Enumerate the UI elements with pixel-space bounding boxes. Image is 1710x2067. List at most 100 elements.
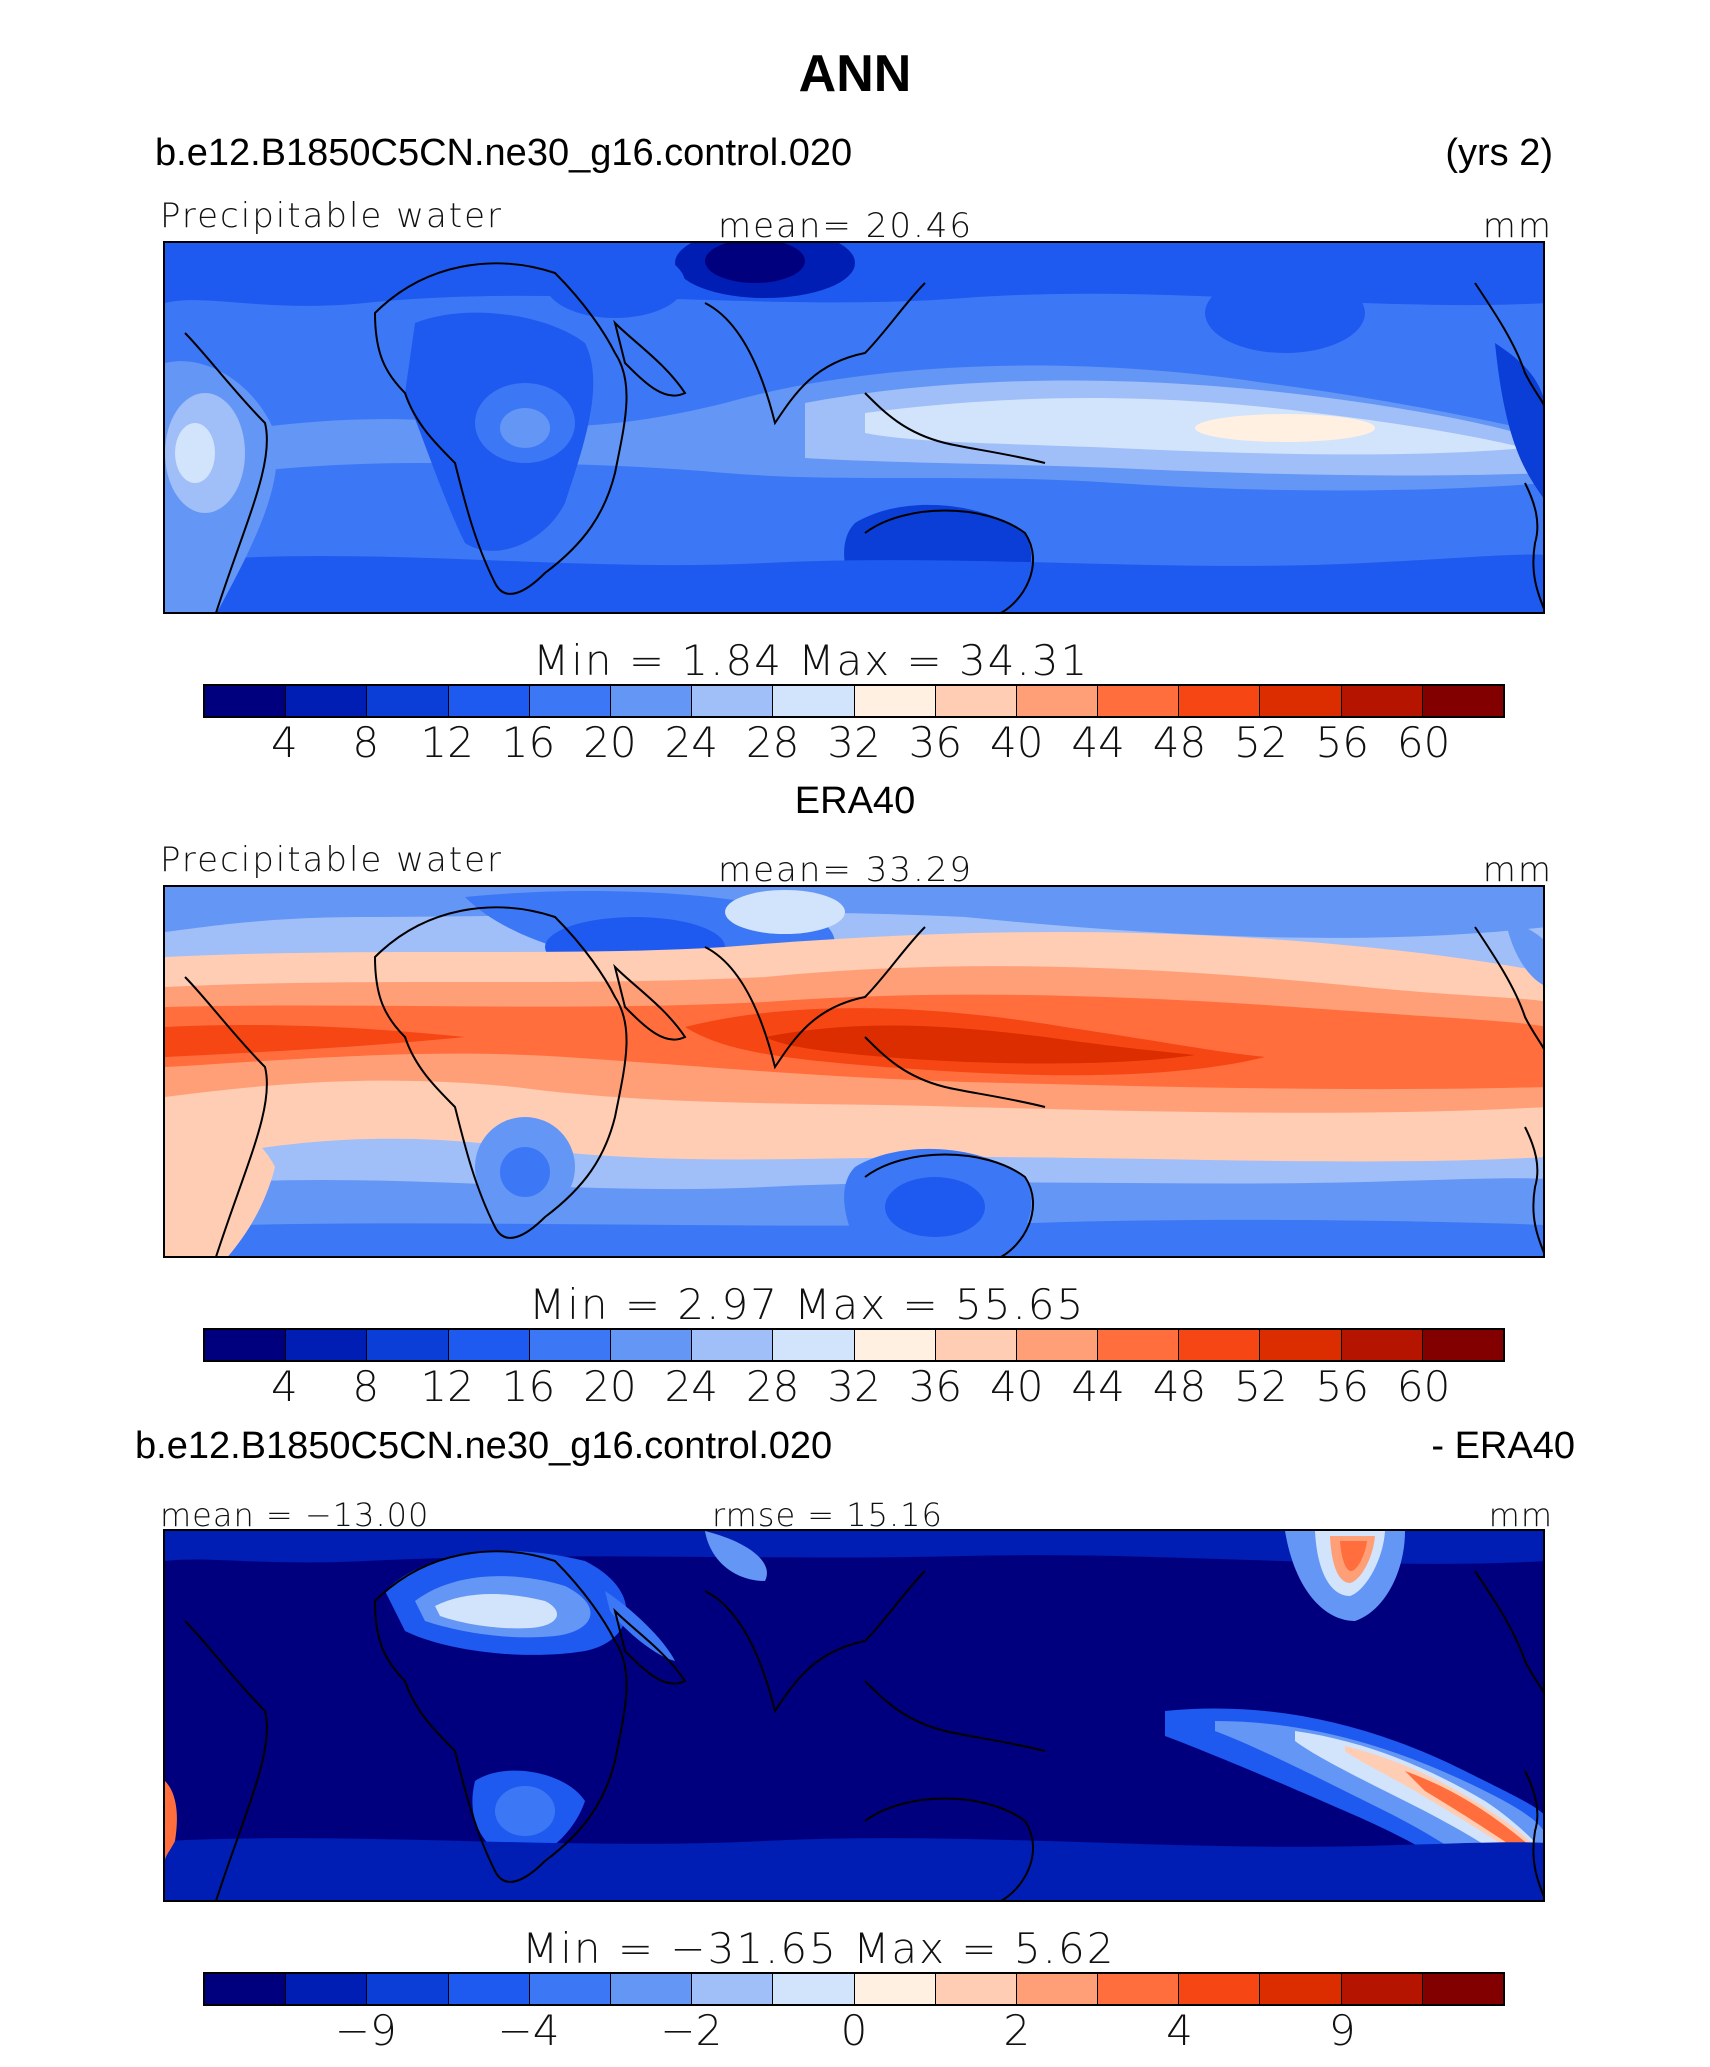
colorbar-swatch: [1341, 1974, 1423, 2004]
colorbar-tick-label: −2: [660, 2006, 723, 2055]
panel2-colorbar: [203, 1328, 1505, 1362]
colorbar-tick-label: −4: [497, 2006, 560, 2055]
colorbar-swatch: [448, 1330, 530, 1360]
panel1-variable-label: Precipitable water: [160, 196, 504, 236]
colorbar-swatch: [773, 1974, 855, 2004]
colorbar-swatch: [367, 686, 449, 716]
colorbar-tick-label: 4: [271, 718, 298, 767]
colorbar-swatch: [1422, 1330, 1503, 1360]
colorbar-swatch: [1260, 1974, 1342, 2004]
colorbar-swatch: [1098, 686, 1180, 716]
panel2-minmax-label: Min = 2.97 Max = 55.65: [529, 1280, 1086, 1329]
colorbar-swatch: [1179, 1330, 1261, 1360]
colorbar-tick-label: 60: [1396, 718, 1451, 767]
panel3-units-label: mm: [1488, 1496, 1553, 1534]
colorbar-swatch: [692, 1974, 774, 2004]
colorbar-swatch: [1016, 1974, 1099, 2004]
colorbar-swatch: [1260, 1330, 1342, 1360]
colorbar-swatch: [773, 1330, 855, 1360]
panel1-units-label: mm: [1482, 206, 1553, 246]
colorbar-swatch: [367, 1330, 449, 1360]
colorbar-swatch: [1098, 1974, 1180, 2004]
colorbar-tick-label: 44: [1071, 718, 1125, 767]
colorbar-tick-label: 24: [664, 718, 718, 767]
colorbar-tick-label: 44: [1071, 1362, 1125, 1411]
panel1-colorbar-ticks: 4 8 12 16 20 24 28 32 36 40 44 48 52 56 60: [203, 718, 1505, 768]
colorbar-tick-label: 12: [420, 1362, 474, 1411]
colorbar-tick-label: 36: [908, 718, 963, 767]
colorbar-swatch: [1422, 1974, 1503, 2004]
panel2-mean-label: mean= 33.29: [718, 850, 974, 890]
colorbar-tick-label: 52: [1234, 1362, 1288, 1411]
colorbar-tick-label: 40: [990, 1362, 1044, 1411]
colorbar-swatch: [286, 1974, 368, 2004]
panel3-colorbar: [203, 1972, 1505, 2006]
colorbar-tick-label: 2: [1003, 2006, 1031, 2055]
colorbar-swatch: [1098, 1330, 1180, 1360]
panel3-minus-dataset: - ERA40: [1431, 1425, 1575, 1467]
panel3-mean-label: mean = −13.00: [160, 1496, 430, 1534]
panel3-colorbar-ticks: −9 −4 −2 0 2 4 9: [203, 2006, 1505, 2056]
colorbar-swatch: [448, 686, 530, 716]
colorbar-swatch: [1016, 1330, 1099, 1360]
panel1-colorbar: [203, 684, 1505, 718]
colorbar-swatch: [854, 686, 936, 716]
panel3-run-name: b.e12.B1850C5CN.ne30_g16.control.020: [135, 1425, 833, 1467]
panel2-map: [163, 885, 1545, 1258]
colorbar-swatch: [1341, 1330, 1423, 1360]
colorbar-tick-label: 28: [745, 718, 800, 767]
colorbar-tick-label: 9: [1328, 2006, 1356, 2055]
panel3-map: [163, 1529, 1545, 1902]
colorbar-tick-label: −9: [334, 2006, 397, 2055]
panel3-minmax-label: Min = −31.65 Max = 5.62: [522, 1924, 1116, 1973]
colorbar-swatch: [286, 686, 368, 716]
colorbar-tick-label: 4: [271, 1362, 298, 1411]
panel1-map-field: [165, 243, 1543, 612]
colorbar-swatch: [935, 686, 1017, 716]
colorbar-swatch: [1260, 686, 1342, 716]
figure-title: ANN: [798, 45, 912, 103]
colorbar-swatch: [610, 1330, 693, 1360]
colorbar-tick-label: 40: [990, 718, 1044, 767]
panel2-colorbar-ticks: 4 8 12 16 20 24 28 32 36 40 44 48 52 56 60: [203, 1362, 1505, 1412]
colorbar-tick-label: 0: [840, 2006, 868, 2055]
panel3-rmse-label: rmse = 15.16: [712, 1496, 943, 1534]
colorbar-swatch: [205, 1330, 287, 1360]
colorbar-tick-label: 32: [827, 1362, 881, 1411]
colorbar-swatch: [935, 1974, 1017, 2004]
panel1-mean-label: mean= 20.46: [718, 206, 974, 246]
colorbar-tick-label: 16: [501, 718, 556, 767]
colorbar-swatch: [529, 1330, 611, 1360]
colorbar-swatch: [1016, 686, 1099, 716]
colorbar-swatch: [610, 1974, 693, 2004]
colorbar-tick-label: 12: [420, 718, 474, 767]
colorbar-tick-label: 28: [745, 1362, 800, 1411]
colorbar-swatch: [205, 1974, 287, 2004]
colorbar-swatch: [854, 1974, 936, 2004]
colorbar-swatch: [529, 1974, 611, 2004]
colorbar-swatch: [529, 686, 611, 716]
colorbar-swatch: [205, 686, 287, 716]
colorbar-swatch: [854, 1330, 936, 1360]
colorbar-tick-label: 24: [664, 1362, 718, 1411]
colorbar-swatch: [1422, 686, 1503, 716]
colorbar-tick-label: 20: [583, 1362, 637, 1411]
colorbar-tick-label: 8: [352, 718, 380, 767]
colorbar-swatch: [286, 1330, 368, 1360]
panel2-units-label: mm: [1482, 850, 1553, 890]
colorbar-tick-label: 52: [1234, 718, 1288, 767]
panel2-dataset-name: ERA40: [794, 780, 916, 822]
colorbar-swatch: [692, 1330, 774, 1360]
panel3-map-field: [165, 1531, 1543, 1900]
panel1-years-label: (yrs 2): [1445, 132, 1553, 174]
colorbar-tick-label: 32: [827, 718, 881, 767]
colorbar-swatch: [367, 1974, 449, 2004]
colorbar-swatch: [1179, 1974, 1261, 2004]
panel1-run-name: b.e12.B1850C5CN.ne30_g16.control.020: [155, 132, 853, 174]
panel1-map: [163, 241, 1545, 614]
colorbar-tick-label: 4: [1166, 2006, 1193, 2055]
colorbar-swatch: [1341, 686, 1423, 716]
panel1-minmax-label: Min = 1.84 Max = 34.31: [533, 636, 1090, 685]
colorbar-tick-label: 56: [1315, 718, 1369, 767]
colorbar-swatch: [610, 686, 693, 716]
